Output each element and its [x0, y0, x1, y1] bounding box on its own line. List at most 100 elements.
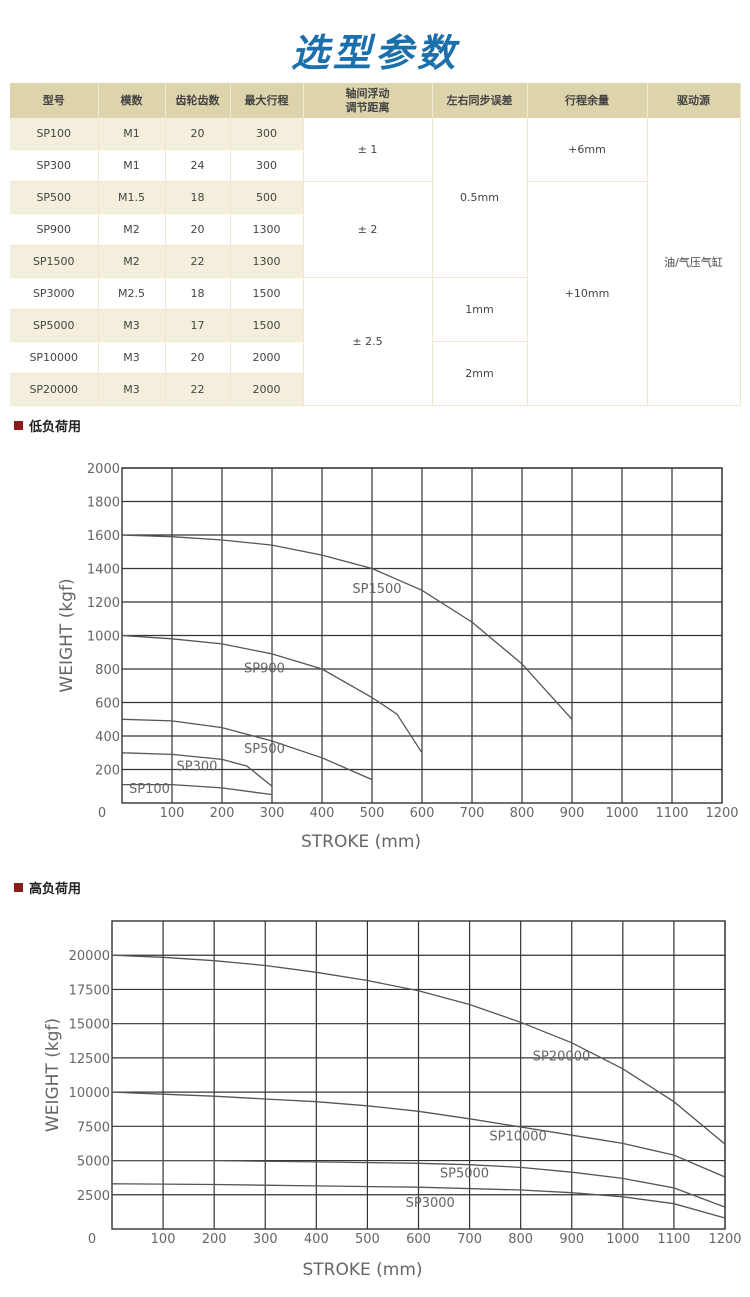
y-tick-label: 7500 — [77, 1120, 110, 1135]
y-tick-label: 1600 — [87, 529, 120, 544]
x-tick-label: 700 — [457, 1232, 482, 1247]
x-tick-label: 600 — [410, 806, 435, 821]
series-label: SP300 — [177, 759, 218, 774]
x-tick-label: 200 — [202, 1232, 227, 1247]
model-cell: SP10000 — [10, 341, 99, 374]
plot-frame — [111, 920, 726, 1230]
teeth-cell: 18 — [165, 277, 231, 310]
y-axis-label: WEIGHT (kgf) — [43, 1018, 63, 1132]
section-marker-icon — [14, 421, 23, 430]
section-title: 低负荷用 — [29, 420, 82, 435]
max-stroke-cell: 1500 — [230, 309, 304, 342]
column-header: 驱动源 — [647, 83, 741, 118]
y-axis-label: WEIGHT (kgf) — [57, 578, 77, 692]
x-axis-label: STROKE (mm) — [301, 832, 421, 852]
float-adjust-cell: ± 1 — [303, 118, 433, 182]
y-tick-label: 1200 — [87, 596, 120, 611]
x-tick-label: 1200 — [708, 1232, 741, 1247]
x-tick-label: 100 — [151, 1232, 176, 1247]
y-tick-label: 200 — [95, 764, 120, 779]
x-tick-label: 700 — [460, 806, 485, 821]
table-row: SP1500 M2 22 1300 — [10, 245, 740, 278]
series-label: SP3000 — [406, 1196, 455, 1211]
x-tick-label: 1100 — [655, 806, 688, 821]
section-low-load: 低负荷用 — [14, 416, 81, 435]
max-stroke-cell: 500 — [230, 181, 304, 214]
teeth-cell: 20 — [165, 341, 231, 374]
series-label: SP900 — [244, 661, 285, 676]
model-cell: SP1500 — [10, 245, 99, 278]
drive-source-cell: 油/气压气缸 — [647, 118, 741, 406]
column-header: 型号 — [10, 83, 99, 118]
column-header: 轴间浮动 调节距离 — [303, 83, 433, 118]
max-stroke-cell: 1300 — [230, 245, 304, 278]
x-tick-label: 1000 — [605, 806, 638, 821]
series-line-sp500 — [121, 718, 373, 781]
module-cell: M2.5 — [98, 277, 166, 310]
model-cell: SP500 — [10, 181, 99, 214]
x-tick-label: 900 — [560, 806, 585, 821]
y-tick-label: 1000 — [87, 630, 120, 645]
x-tick-label: 1100 — [657, 1232, 690, 1247]
module-cell: M1 — [98, 118, 166, 150]
module-cell: M3 — [98, 373, 166, 406]
module-cell: M2 — [98, 245, 166, 278]
max-stroke-cell: 300 — [230, 118, 304, 150]
y-tick-label: 15000 — [69, 1018, 110, 1033]
max-stroke-cell: 2000 — [230, 373, 304, 406]
x-tick-label: 400 — [310, 806, 335, 821]
y-tick-label: 1400 — [87, 563, 120, 578]
teeth-cell: 22 — [165, 245, 231, 278]
x-tick-label: 200 — [210, 806, 235, 821]
model-cell: SP20000 — [10, 373, 99, 406]
module-cell: M1 — [98, 149, 166, 182]
series-line-sp3000 — [111, 1183, 726, 1219]
table-row: SP3000 M2.5 18 1500 ± 2.5 1mm — [10, 277, 740, 406]
x-tick-label: 500 — [355, 1232, 380, 1247]
x-axis-label: STROKE (mm) — [302, 1260, 422, 1280]
module-cell: M1.5 — [98, 181, 166, 214]
section-marker-icon — [14, 883, 23, 892]
teeth-cell: 22 — [165, 373, 231, 406]
y-tick-label: 600 — [95, 697, 120, 712]
max-stroke-cell: 1300 — [230, 213, 304, 246]
table-header-row: 型号 模数 齿轮齿数 最大行程 轴间浮动 调节距离 左右同步误差 行程余量 驱动源 — [10, 83, 741, 118]
x-tick-label: 0 — [98, 806, 106, 821]
x-tick-label: 400 — [304, 1232, 329, 1247]
x-tick-label: 500 — [360, 806, 385, 821]
column-header: 左右同步误差 — [432, 83, 528, 118]
x-tick-label: 0 — [88, 1232, 96, 1247]
teeth-cell: 24 — [165, 149, 231, 182]
sync-error-cell: 2mm — [432, 341, 528, 406]
table-row: SP500 M1.5 18 500 ± 2 +10mm — [10, 181, 740, 406]
model-cell: SP900 — [10, 213, 99, 246]
section-high-load: 高负荷用 — [14, 878, 81, 897]
series-line-sp1500 — [121, 534, 573, 720]
series-line-sp20000 — [111, 954, 726, 1145]
column-header: 齿轮齿数 — [165, 83, 231, 118]
teeth-cell: 20 — [165, 213, 231, 246]
x-tick-label: 300 — [260, 806, 285, 821]
y-tick-label: 17500 — [69, 983, 110, 998]
y-tick-label: 5000 — [77, 1155, 110, 1170]
table-row: SP20000 M3 22 2000 — [10, 373, 740, 406]
y-tick-label: 12500 — [69, 1052, 110, 1067]
table-row: SP900 M2 20 1300 — [10, 213, 740, 246]
x-tick-label: 600 — [406, 1232, 431, 1247]
sync-error-cell: 0.5mm — [432, 118, 528, 278]
teeth-cell: 17 — [165, 309, 231, 342]
series-line-sp100 — [122, 783, 273, 796]
sync-error-cell: 1mm — [432, 277, 528, 342]
y-tick-label: 2000 — [87, 462, 120, 477]
max-stroke-cell: 300 — [230, 149, 304, 182]
stroke-margin-cell: +6mm — [527, 118, 648, 182]
x-tick-label: 100 — [160, 806, 185, 821]
series-label: SP20000 — [533, 1050, 590, 1065]
y-tick-label: 1800 — [87, 496, 120, 511]
section-title: 高负荷用 — [29, 882, 82, 897]
series-label: SP5000 — [440, 1167, 489, 1182]
model-cell: SP3000 — [10, 277, 99, 310]
series-line-sp900 — [121, 634, 423, 754]
model-cell: SP100 — [10, 118, 99, 150]
x-tick-label: 800 — [508, 1232, 533, 1247]
